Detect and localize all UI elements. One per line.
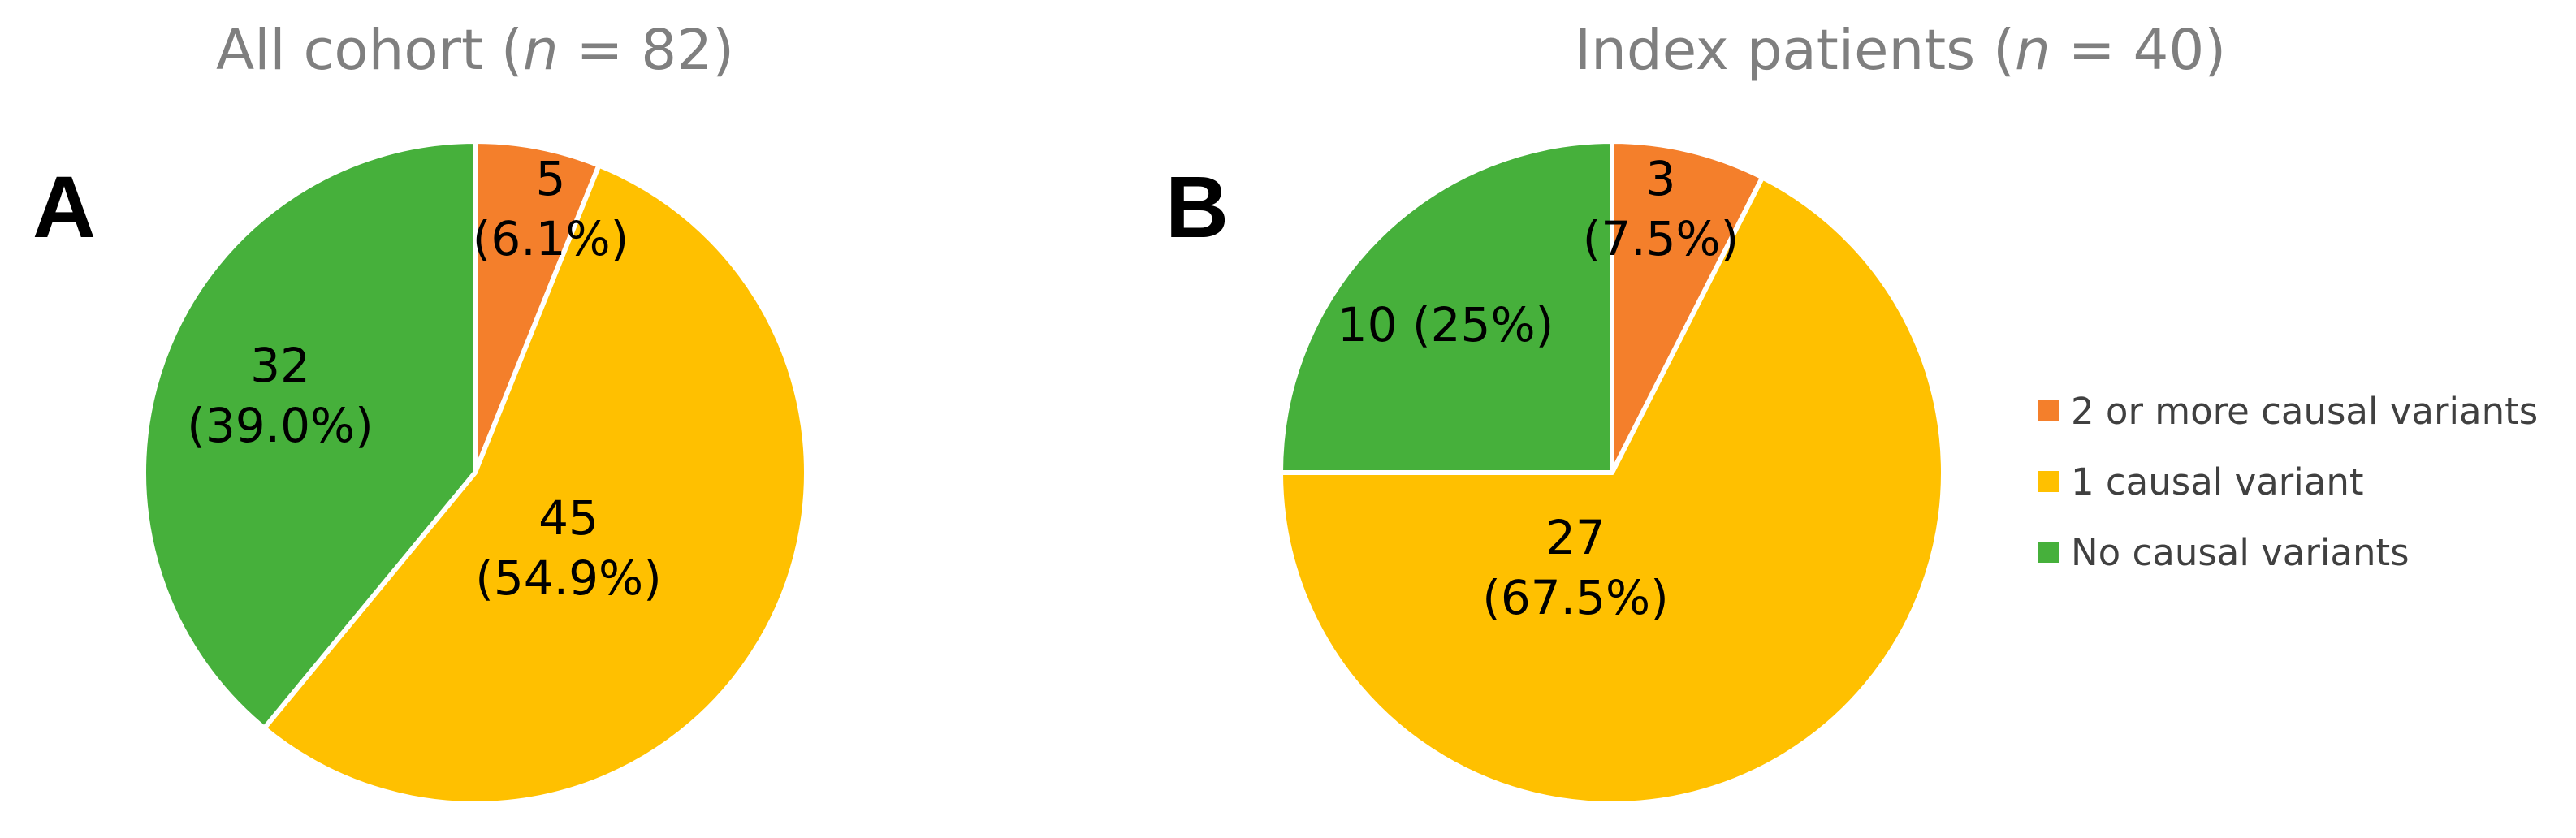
panel-b: Index patients (n = 40) B 3 (7.5%) 27 (67.5… [1165,18,2226,806]
data-label-line-1: 45 [538,490,599,546]
legend-item-none: No causal variants [2038,531,2410,574]
pie-b-slice-two-or-more [1610,139,1766,475]
panel-a: All cohort (n = 82) A 5 (6.1%) 45 (54.9%) 32… [32,18,809,806]
pie-b-data-label-none: 10 (25%) [1338,297,1554,352]
pie-a-slice-none [141,139,478,731]
legend: 2 or more causal variants 1 causal varia… [2038,390,2538,574]
legend-swatch-two-or-more [2038,400,2059,421]
data-label-line-1: 32 [250,338,310,393]
data-label-line-2: (39.0%) [187,398,374,453]
panel-a-letter: A [32,158,96,256]
pie-b-slice-none [1278,139,1614,475]
data-label-line-1: 27 [1545,510,1606,565]
pie-b-data-label-two-or-more: 3 (7.5%) [1583,151,1740,266]
pie-a-slice-one [261,162,809,806]
legend-swatch-one [2038,471,2059,492]
legend-swatch-none [2038,542,2059,563]
pie-a-data-label-none: 32 (39.0%) [187,338,374,453]
panel-b-title-suffix: = 40) [2051,18,2226,83]
legend-item-two-or-more: 2 or more causal variants [2038,390,2538,433]
data-label-line-1: 5 [536,151,566,206]
data-label-line-2: (67.5%) [1482,570,1669,625]
legend-label-none: No causal variants [2071,531,2410,574]
legend-item-one: 1 causal variant [2038,460,2364,503]
legend-label-two-or-more: 2 or more causal variants [2071,390,2538,433]
data-label-line-1: 10 (25%) [1338,297,1554,352]
pie-chart-a: 5 (6.1%) 45 (54.9%) 32 (39.0%) [141,139,809,806]
data-label-line-1: 3 [1646,151,1676,206]
legend-label-one: 1 causal variant [2071,460,2364,503]
pie-a-data-label-one: 45 (54.9%) [475,490,662,606]
pie-a-data-label-two-or-more: 5 (6.1%) [473,151,629,266]
panel-a-title-n: n [523,18,559,83]
pie-chart-b: 3 (7.5%) 27 (67.5%) 10 (25%) [1278,139,1946,806]
panel-a-title-suffix: = 82) [559,18,734,83]
panel-b-letter: B [1165,158,1229,256]
data-label-line-2: (54.9%) [475,551,662,606]
panel-b-title-prefix: Index patients ( [1575,18,2015,83]
panel-a-title-prefix: All cohort ( [216,18,523,83]
panel-b-title: Index patients (n = 40) [1575,18,2226,83]
data-label-line-2: (6.1%) [473,211,629,266]
pie-b-data-label-one: 27 (67.5%) [1482,510,1669,625]
panel-b-title-n: n [2015,18,2051,83]
panel-a-title: All cohort (n = 82) [216,18,734,83]
data-label-line-2: (7.5%) [1583,211,1740,266]
pie-b-slice-one [1278,175,1946,806]
